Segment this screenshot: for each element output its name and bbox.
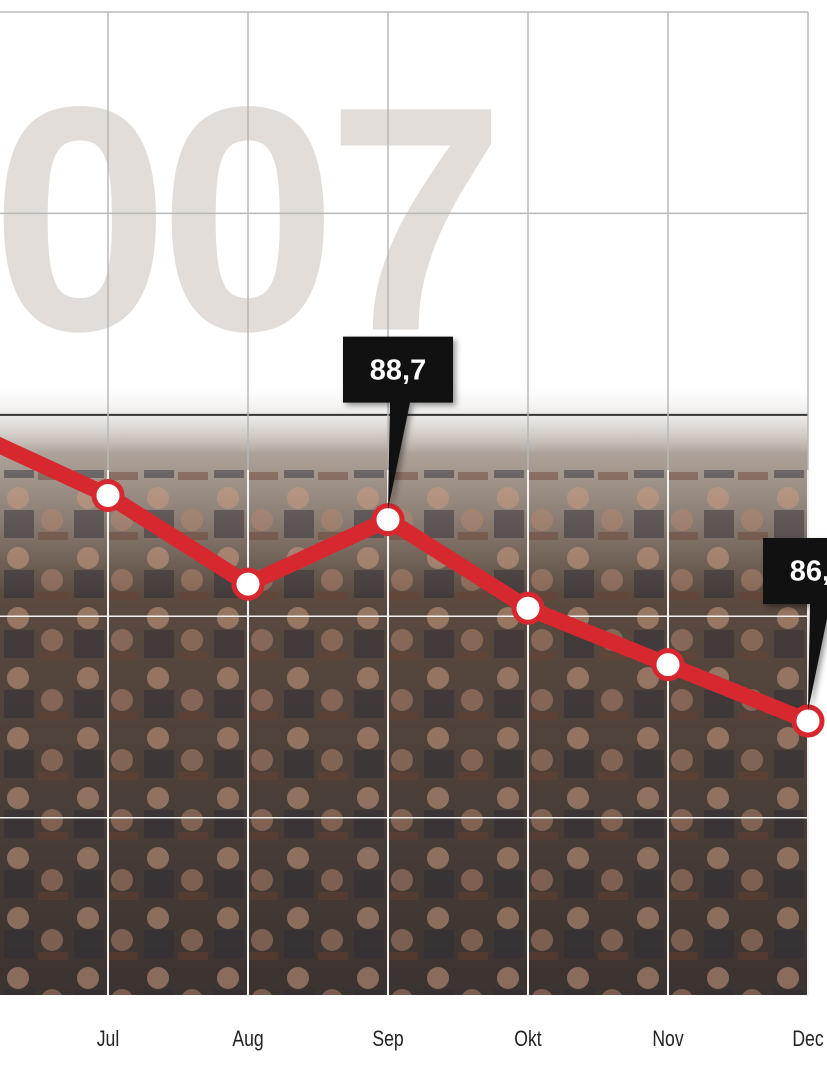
point [654,651,682,679]
x-tick-label: Dec [792,1027,823,1051]
point [234,570,262,598]
x-tick-label: Aug [232,1027,263,1051]
value-label: 88,7 [370,354,426,386]
point [794,707,822,735]
crowd-texture [0,470,808,995]
point [94,481,122,509]
x-tick-label: Sep [372,1027,403,1051]
page: {"chart_data": {"type": "line", "waterma… [0,0,827,1063]
x-tick-label: Okt [514,1027,542,1051]
x-tick-label: Jul [97,1027,119,1051]
x-tick-label: Nov [652,1027,683,1051]
point [514,594,542,622]
value-label: 86,2 [790,556,827,588]
chart: 2007 88,786,2 JulAugSepOktNovDec [0,0,827,1063]
point [374,506,402,534]
background [0,380,808,995]
